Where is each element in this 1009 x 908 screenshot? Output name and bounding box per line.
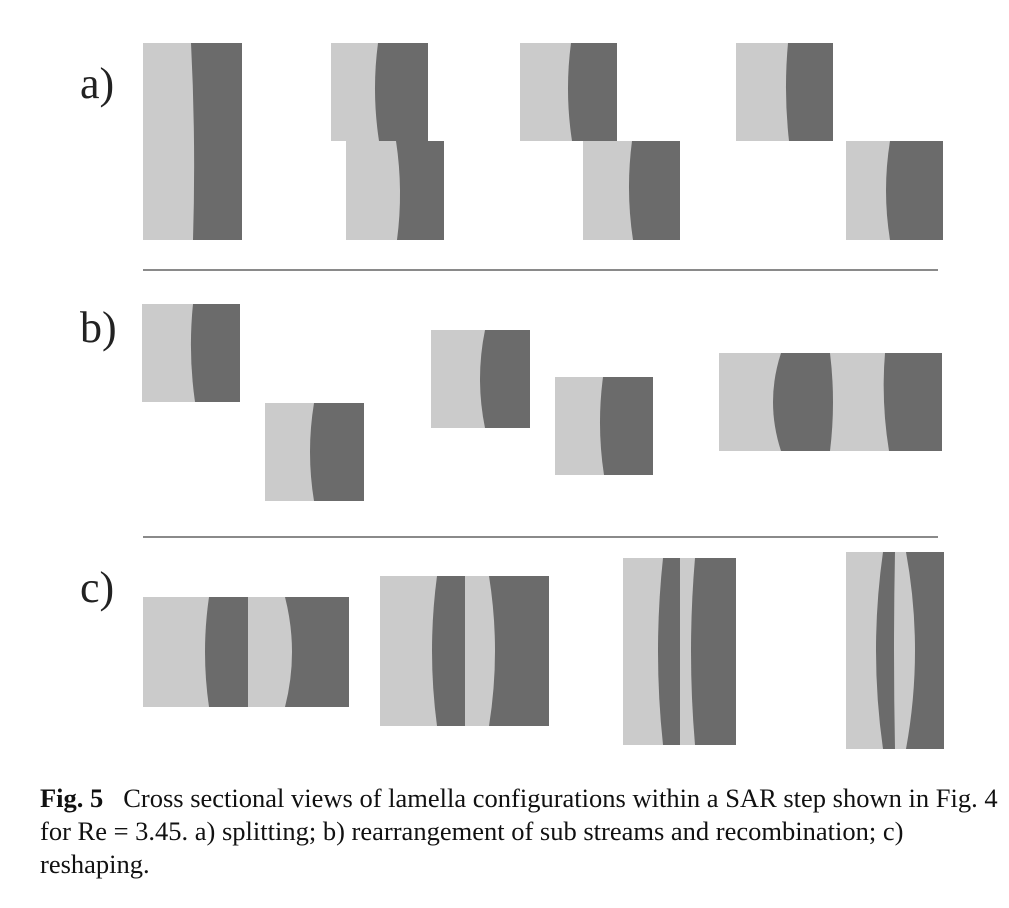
- block-b4-dark: [599, 377, 653, 475]
- block-c3-dark-2: [691, 558, 736, 745]
- block-a3-top-dark: [567, 43, 617, 141]
- block-b5-dark-1: [773, 353, 833, 451]
- block-a4-bottom-dark: [886, 141, 943, 240]
- panel-label-b: b): [80, 303, 117, 352]
- block-c3-dark-1: [658, 558, 680, 745]
- figure-caption: Fig. 5 Cross sectional views of lamella …: [40, 782, 1000, 881]
- block-a2-bottom-dark: [396, 141, 444, 240]
- block-b1-dark: [190, 304, 240, 402]
- block-b2-dark: [310, 403, 364, 501]
- block-c2-dark-2: [489, 576, 549, 726]
- block-b3-dark: [480, 330, 530, 428]
- block-b5-dark-2: [883, 353, 942, 451]
- lamella-illustration: [142, 43, 944, 749]
- block-a1-dark: [191, 43, 242, 240]
- panel-label-a: a): [80, 59, 115, 108]
- block-c2-dark-1: [432, 576, 465, 726]
- block-a4-top-dark: [785, 43, 833, 141]
- block-a3-bottom-dark: [628, 141, 680, 240]
- block-c4-dark-2: [906, 552, 944, 749]
- figure: a) b) c): [80, 43, 944, 749]
- block-c4-dark-1: [876, 552, 895, 749]
- caption-label: Fig. 5: [40, 783, 104, 813]
- caption-text: Cross sectional views of lamella configu…: [40, 783, 998, 879]
- block-a2-top-dark: [374, 43, 428, 141]
- block-c1-dark-1: [205, 597, 248, 707]
- panel-label-c: c): [80, 563, 115, 612]
- block-c1-dark-2: [285, 597, 349, 707]
